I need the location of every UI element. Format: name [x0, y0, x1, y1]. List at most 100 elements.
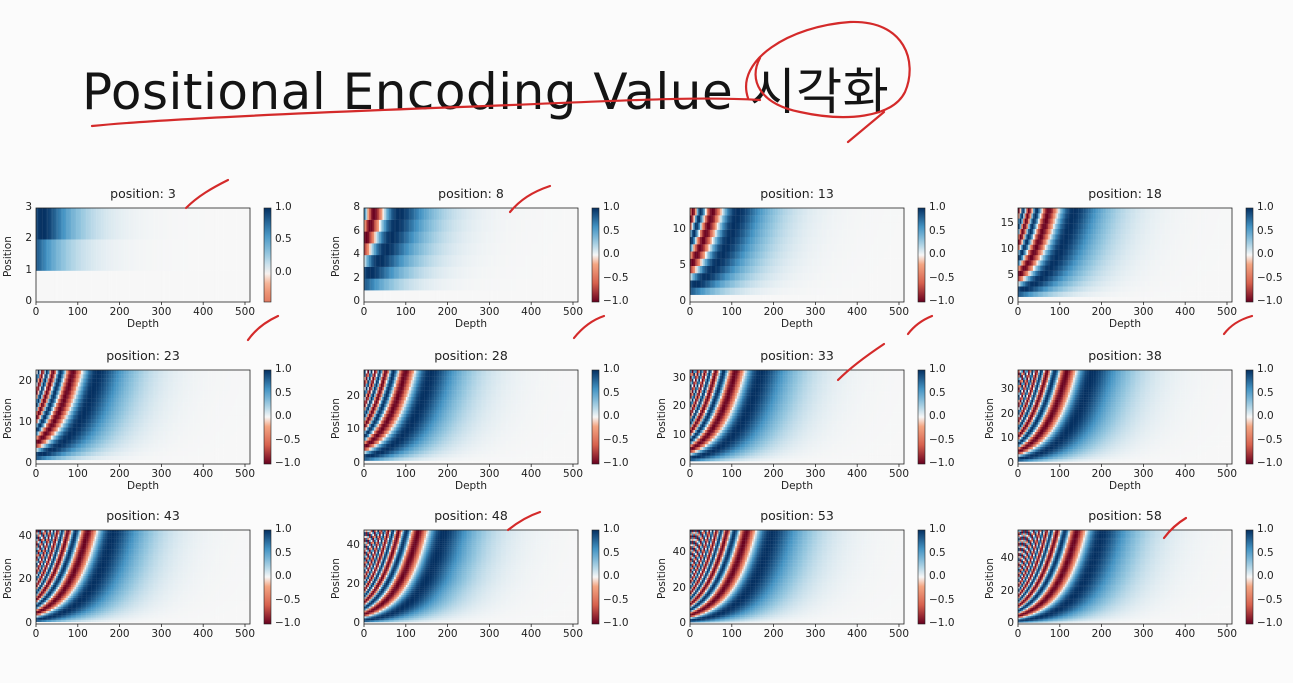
colorbar-tick-label: −0.5 [603, 272, 629, 284]
colorbar-tick-label: −1.0 [929, 617, 955, 629]
x-tick-label: 200 [438, 306, 458, 318]
colorbar-tick-label: −0.5 [1257, 594, 1283, 606]
x-tick-label: 500 [235, 468, 255, 480]
y-tick-label: 1 [2, 264, 32, 276]
y-tick-label: 2 [2, 232, 32, 244]
y-tick-label: 0 [656, 457, 686, 469]
colorbar-tick-label: −0.5 [929, 272, 955, 284]
x-tick-label: 200 [110, 628, 130, 640]
x-tick-label: 200 [110, 468, 130, 480]
axes-frame [689, 529, 905, 625]
x-tick-label: 300 [805, 306, 825, 318]
x-tick-label: 300 [151, 468, 171, 480]
colorbar-tick-label: −1.0 [275, 617, 301, 629]
panel-title: position: 43 [106, 508, 180, 523]
x-tick-label: 0 [687, 468, 694, 480]
x-tick-label: 400 [847, 306, 867, 318]
heatmap-svg [35, 207, 272, 305]
y-tick-label: 0 [656, 295, 686, 307]
colorbar-tick-label: 0.5 [1257, 547, 1274, 559]
x-tick-label: 200 [764, 468, 784, 480]
x-axis-label: Depth [781, 318, 813, 330]
colorbar-tick-label: 0.0 [1257, 570, 1274, 582]
y-axis-label: Position [330, 398, 342, 439]
y-tick-label: 10 [984, 243, 1014, 255]
colorbar-tick-label: 0.0 [603, 248, 620, 260]
y-tick-label: 40 [330, 539, 360, 551]
axes-frame [35, 369, 251, 465]
x-tick-label: 300 [805, 468, 825, 480]
x-tick-label: 400 [1175, 468, 1195, 480]
colorbar-tick-label: −0.5 [1257, 272, 1283, 284]
x-tick-label: 100 [722, 468, 742, 480]
x-tick-label: 100 [68, 306, 88, 318]
heatmap-panel: position: 3 0 100 200 300 400 500 0 1 2 3 1.0 0.5 0.0… [0, 186, 300, 346]
colorbar [263, 529, 272, 625]
heatmap-panel: position: 43 0 100 200 300 400 500 0 20 40 1.0 0.5 0… [0, 508, 301, 668]
heatmap-panel: position: 58 0 100 200 300 400 500 0 20 40 1.0 0.5 0… [982, 508, 1283, 668]
x-axis-label: Depth [455, 318, 487, 330]
colorbar [263, 369, 272, 465]
y-tick-label: 0 [2, 295, 32, 307]
y-axis-label: Position [330, 558, 342, 599]
heatmap-svg [363, 529, 600, 627]
colorbar-tick-label: 1.0 [603, 201, 620, 213]
y-tick-label: 40 [2, 530, 32, 542]
x-tick-label: 0 [361, 468, 368, 480]
x-tick-label: 500 [889, 468, 909, 480]
y-tick-label: 10 [656, 223, 686, 235]
colorbar-tick-label: 1.0 [275, 363, 292, 375]
y-tick-label: 30 [656, 372, 686, 384]
y-tick-label: 15 [984, 217, 1014, 229]
x-tick-label: 300 [479, 468, 499, 480]
y-tick-label: 5 [656, 259, 686, 271]
x-tick-label: 300 [1133, 468, 1153, 480]
heatmap-cells [364, 208, 579, 303]
x-tick-label: 400 [1175, 306, 1195, 318]
y-tick-label: 5 [984, 269, 1014, 281]
colorbar-tick-label: 1.0 [603, 523, 620, 535]
x-tick-label: 500 [1217, 306, 1237, 318]
x-tick-label: 400 [193, 468, 213, 480]
colorbar-tick-label: 0.5 [275, 387, 292, 399]
y-axis-label: Position [984, 398, 996, 439]
colorbar-tick-label: −1.0 [929, 295, 955, 307]
heatmap-cells [1018, 530, 1233, 625]
y-tick-label: 0 [330, 295, 360, 307]
colorbar-tick-label: 0.5 [603, 387, 620, 399]
y-tick-label: 30 [984, 383, 1014, 395]
heatmap-svg [689, 529, 926, 627]
x-tick-label: 200 [438, 468, 458, 480]
heatmap-svg [1017, 207, 1254, 305]
colorbar-tick-label: 0.0 [929, 248, 946, 260]
colorbar-tick-label: 1.0 [1257, 523, 1274, 535]
y-axis-label: Position [2, 398, 14, 439]
heatmap-cells [690, 370, 905, 465]
heatmap-svg [363, 207, 600, 305]
colorbar-tick-label: 1.0 [929, 523, 946, 535]
y-tick-label: 20 [656, 582, 686, 594]
colorbar-tick-label: 0.0 [603, 570, 620, 582]
y-tick-label: 8 [330, 201, 360, 213]
x-axis-label: Depth [781, 480, 813, 492]
panel-title: position: 53 [760, 508, 834, 523]
y-tick-label: 6 [330, 225, 360, 237]
x-tick-label: 100 [68, 628, 88, 640]
colorbar [1245, 529, 1254, 625]
heatmap-svg [363, 369, 600, 467]
panel-title: position: 38 [1088, 348, 1162, 363]
x-tick-label: 200 [1092, 468, 1112, 480]
panel-title: position: 8 [438, 186, 504, 201]
panel-title: position: 18 [1088, 186, 1162, 201]
y-tick-label: 20 [984, 408, 1014, 420]
colorbar-tick-label: −1.0 [1257, 295, 1283, 307]
heatmap-svg [35, 369, 272, 467]
axes-frame [689, 207, 905, 303]
y-tick-label: 10 [2, 416, 32, 428]
colorbar [263, 207, 272, 303]
x-tick-label: 400 [521, 468, 541, 480]
colorbar-tick-label: 0.0 [1257, 410, 1274, 422]
x-tick-label: 400 [193, 306, 213, 318]
x-tick-label: 300 [1133, 628, 1153, 640]
heatmap-cells [690, 208, 905, 303]
